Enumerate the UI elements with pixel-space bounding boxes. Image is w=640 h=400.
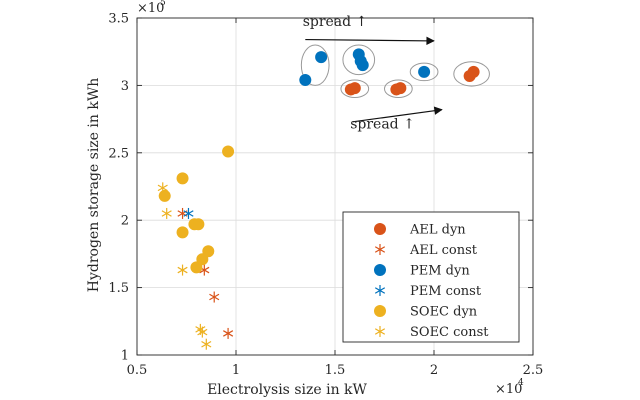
x-axis-multiplier: ×10 4	[495, 378, 524, 397]
x-tick-label: 2.5	[523, 363, 544, 378]
y-tick-label: 1	[121, 349, 129, 364]
pem-dyn-point	[418, 66, 430, 78]
y-multiplier-exponent: 5	[160, 0, 166, 8]
y-axis-multiplier: ×10 5	[137, 0, 166, 16]
soec-dyn-point	[222, 145, 234, 157]
x-tick-label: 2	[430, 363, 438, 378]
legend-label-soec-const: SOEC const	[410, 325, 489, 340]
legend-label-soec-dyn: SOEC dyn	[410, 305, 478, 320]
legend-marker-ael-dyn	[374, 223, 386, 235]
ael-const-point	[209, 292, 219, 303]
legend-label-ael-dyn: AEL dyn	[409, 223, 466, 238]
pem-dyn-point	[315, 51, 327, 63]
annotation-text: spread ↑	[350, 117, 415, 133]
soec-const-point	[178, 265, 188, 276]
pem-const-point	[184, 208, 194, 219]
pem-dyn-point	[357, 59, 369, 71]
legend-label-pem-dyn: PEM dyn	[410, 264, 470, 279]
ael-dyn-point	[394, 82, 406, 94]
soec-dyn-point	[202, 245, 214, 257]
y-tick-label: 2.5	[108, 146, 129, 161]
x-tick-label: 1	[232, 363, 240, 378]
ael-dyn-point	[468, 66, 480, 78]
soec-dyn-point	[177, 226, 189, 238]
soec-const-point	[162, 208, 172, 219]
soec-dyn-point	[192, 218, 204, 230]
soec-dyn-point	[177, 172, 189, 184]
y-tick-label: 3.5	[108, 12, 129, 27]
soec-dyn-point	[159, 190, 171, 202]
y-tick-label: 2	[121, 214, 129, 229]
scatter-chart: spread ↑spread ↑ 0.5 1 1.5 2 2.511.522.533.5…	[0, 0, 640, 400]
legend-label-pem-const: PEM const	[410, 284, 482, 299]
ael-const-point	[178, 208, 188, 219]
soec-const-point	[202, 339, 212, 350]
annotation-arrow	[305, 40, 434, 41]
legend-label-ael-const: AEL const	[409, 243, 478, 258]
y-axis-label: Hydrogen storage size in kWh	[86, 78, 102, 293]
legend-marker-soec-dyn	[374, 305, 386, 317]
ael-const-point	[223, 328, 233, 339]
legend-marker-pem-dyn	[374, 264, 386, 276]
x-multiplier-exponent: 4	[518, 378, 524, 388]
ael-dyn-point	[349, 82, 361, 94]
x-tick-label: 1.5	[325, 363, 346, 378]
y-tick-label: 3	[121, 79, 129, 94]
legend: AEL dyn AEL const PEM dyn PEM const SOEC dyn…	[343, 212, 519, 342]
pem-dyn-point	[299, 74, 311, 86]
y-tick-label: 1.5	[108, 281, 129, 296]
x-axis-label: Electrolysis size in kW	[207, 382, 367, 398]
x-tick-label: 0.5	[127, 363, 148, 378]
